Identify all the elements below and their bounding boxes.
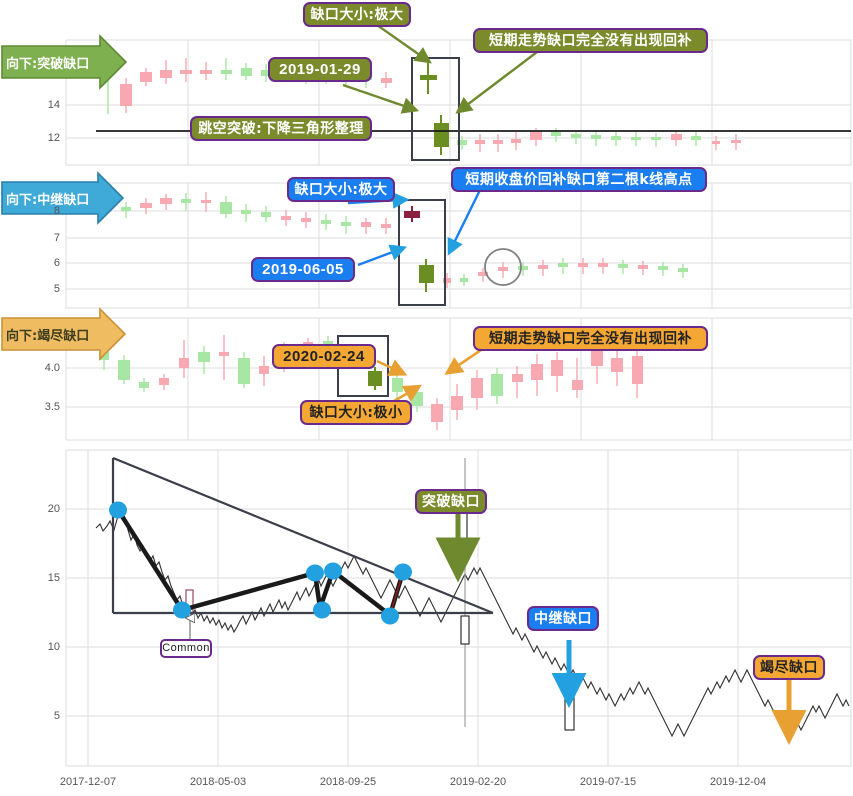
panel1-annotation-arrows: [342, 24, 538, 114]
ytick-p1-0: 14: [47, 99, 60, 111]
ytick-p4-0: 20: [47, 503, 60, 515]
banner-exhaustion-label: 向下:竭尽缺口: [6, 328, 90, 344]
label-panel4-common: Common: [160, 639, 212, 658]
label-panel4-breakaway: 突破缺口: [415, 489, 487, 514]
xtick-4: 2019-07-15: [579, 776, 637, 788]
panel2-circle-marker: [484, 248, 522, 286]
xtick-5: 2019-12-04: [709, 776, 767, 788]
banner-breakaway-gap: 向下:突破缺口: [0, 46, 126, 78]
banner-breakaway-label: 向下:突破缺口: [6, 56, 90, 72]
label-panel2-gap-size: 缺口大小:极大: [287, 177, 395, 202]
xtick-0: 2017-12-07: [59, 776, 117, 788]
banner-runaway-gap: 向下:中继缺口: [0, 182, 123, 214]
banner-breakaway-shape: [1, 34, 128, 90]
panel2-candles: [121, 192, 688, 306]
panel4-pivot-markers: [109, 501, 412, 625]
label-panel3-date: 2020-02-24: [272, 344, 376, 369]
ytick-p4-1: 15: [47, 572, 60, 584]
ytick-p2-3: 5: [53, 283, 60, 295]
label-panel4-exhaustion: 竭尽缺口: [753, 655, 825, 680]
ytick-p4-3: 5: [53, 710, 60, 722]
label-panel1-date: 2019-01-29: [268, 57, 372, 82]
banner-exhaustion-shape: [1, 307, 127, 361]
label-panel4-runaway: 中继缺口: [527, 606, 599, 631]
ytick-p2-2: 6: [53, 257, 60, 269]
ytick-p3-1: 3.5: [44, 401, 60, 413]
xtick-1: 2018-05-03: [189, 776, 247, 788]
label-panel3-no-fill: 短期走势缺口完全没有出现回补: [473, 326, 708, 351]
label-panel3-gap-size: 缺口大小:极小: [300, 400, 412, 425]
panel2-gap-candle-1: [404, 206, 420, 222]
ytick-p2-1: 7: [53, 232, 60, 244]
ytick-p1-1: 12: [47, 132, 60, 144]
ytick-p3-0: 4.0: [44, 362, 60, 374]
label-panel2-date: 2019-06-05: [251, 257, 355, 282]
label-panel2-fill-note: 短期收盘价回补缺口第二根k线高点: [451, 167, 707, 192]
label-panel1-pattern: 跳空突破:下降三角形整理: [190, 116, 372, 141]
label-panel1-no-fill: 短期走势缺口完全没有出现回补: [473, 28, 708, 53]
banner-exhaustion-gap: 向下:竭尽缺口: [0, 318, 125, 350]
label-panel1-gap-size: 缺口大小:极大: [303, 2, 411, 27]
panel3-grid: [65, 317, 852, 441]
panel2-gap-candle-2: [419, 259, 434, 292]
panel1-gap-candles: [420, 63, 449, 155]
ytick-p4-2: 10: [47, 641, 60, 653]
banner-runaway-label: 向下:中继缺口: [6, 192, 90, 208]
xtick-3: 2019-02-20: [449, 776, 507, 788]
banner-runaway-shape: [1, 171, 125, 225]
ytick-p2-0: 8: [53, 205, 60, 217]
xtick-2: 2018-09-25: [319, 776, 377, 788]
